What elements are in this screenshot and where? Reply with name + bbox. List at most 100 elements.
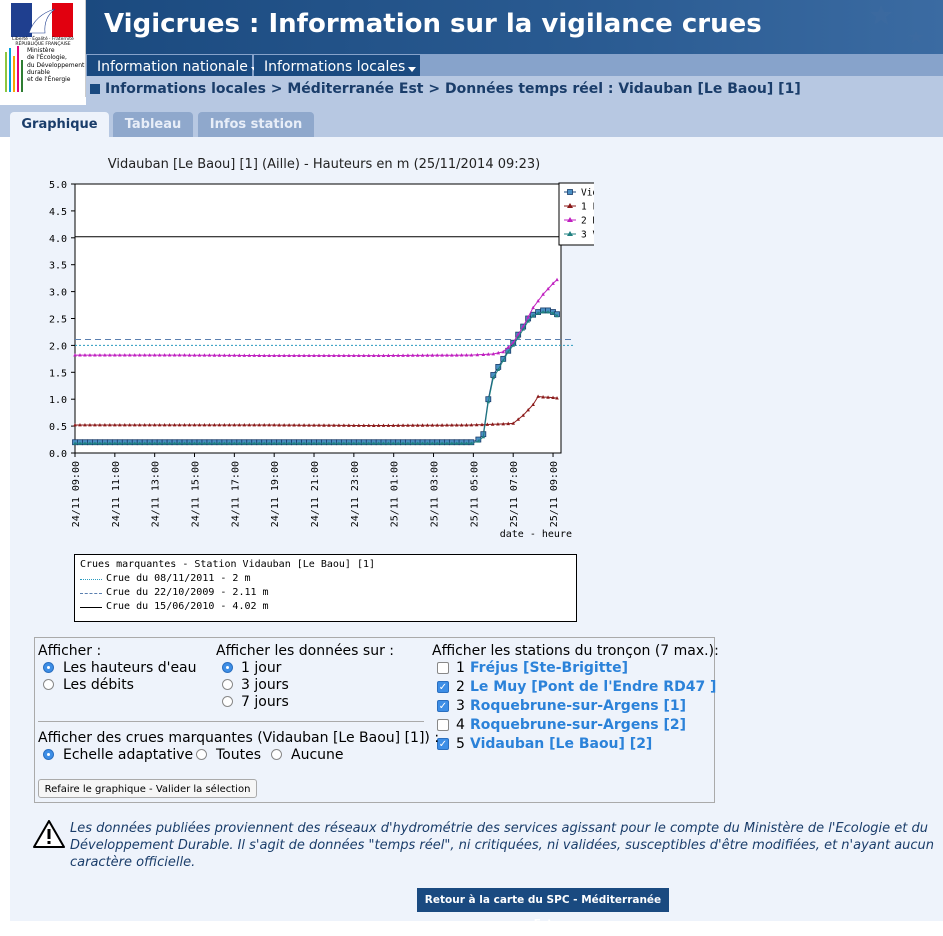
series-3-point	[406, 441, 410, 445]
series-1-point	[262, 423, 267, 427]
radio-7-jours[interactable]	[222, 696, 233, 707]
radio-toutes[interactable]	[196, 749, 207, 760]
x-tick-label: 25/11 07:00	[509, 461, 520, 527]
series-2-point	[212, 353, 217, 357]
series-3-point	[391, 441, 396, 445]
series-2-point	[381, 353, 386, 357]
series-3-point	[287, 441, 291, 445]
series-2-point	[157, 353, 162, 357]
series-2-point	[222, 353, 227, 357]
radio-echelle-label: Echelle adaptative	[63, 747, 194, 763]
duree-label: Afficher les données sur :	[216, 643, 395, 659]
series-2-point	[287, 353, 291, 358]
series-2-point	[282, 353, 286, 358]
station-3-link[interactable]: Roquebrune-sur-Argens [1]	[470, 698, 687, 714]
station-4-link[interactable]: Roquebrune-sur-Argens [2]	[470, 717, 687, 733]
series-3-point	[93, 441, 97, 445]
series-3-point	[327, 441, 331, 445]
series-2-point	[536, 299, 540, 303]
station-5-num: 5	[456, 736, 465, 752]
series-1-point	[307, 423, 311, 427]
refresh-graph-button[interactable]: Refaire le graphique - Valider la sélect…	[38, 779, 257, 798]
site-title: Vigicrues : Information sur la vigilance…	[104, 9, 762, 39]
series-1-point	[366, 423, 371, 427]
series-2-point	[430, 353, 435, 357]
plot-area	[74, 183, 562, 454]
warning-icon	[33, 820, 65, 848]
station-1-link[interactable]: Fréjus [Ste-Brigitte]	[470, 660, 628, 676]
series-3-point	[337, 441, 341, 445]
series-1-point	[202, 423, 207, 427]
tab-infos-station[interactable]: Infos station	[198, 112, 314, 137]
radio-aucune[interactable]	[271, 749, 282, 760]
series-2-point	[113, 353, 117, 357]
nav-information-nationale[interactable]: Information nationale	[87, 55, 259, 77]
radio-hauteurs[interactable]	[43, 662, 54, 673]
tab-tableau[interactable]: Tableau	[113, 112, 193, 137]
series-1-point	[474, 422, 479, 427]
radio-hauteurs-label: Les hauteurs d'eau	[63, 660, 197, 676]
series-3-point	[415, 441, 420, 445]
checkbox-station-3[interactable]: ✓	[437, 700, 449, 712]
series-1-point	[312, 423, 316, 427]
series-3-point	[292, 441, 296, 445]
series-1-point	[445, 423, 449, 427]
series-2-point	[292, 353, 296, 358]
breadcrumb: Informations locales > Méditerranée Est …	[105, 81, 801, 97]
series-3-point	[88, 441, 92, 445]
series-3-point	[217, 441, 222, 445]
series-2-point	[496, 350, 501, 355]
back-to-map-button[interactable]: Retour à la carte du SPC - Méditerranée …	[417, 888, 669, 930]
series-2-point	[386, 353, 391, 357]
y-tick-label: 1.0	[49, 395, 67, 406]
series-3-point	[401, 441, 405, 445]
series-2-point	[227, 353, 232, 357]
radio-debits[interactable]	[43, 679, 54, 690]
series-2-point	[420, 353, 425, 357]
series-1-point	[152, 423, 157, 427]
radio-3-jours[interactable]	[222, 679, 233, 690]
series-3-point	[247, 441, 252, 445]
series-3-point	[454, 441, 459, 445]
series-2-point	[277, 353, 281, 358]
series-2-point	[83, 353, 87, 357]
series-2-point	[202, 353, 207, 357]
ministry-logo[interactable]: Liberté · Égalité · Fraternité RÉPUBLIQU…	[0, 0, 86, 97]
series-2-point	[232, 353, 237, 357]
series-3-point	[177, 441, 182, 445]
tab-graphique[interactable]: Graphique	[10, 112, 109, 137]
series-1-point	[88, 423, 92, 427]
series-3-point	[541, 310, 545, 314]
checkbox-station-1[interactable]	[437, 662, 449, 674]
checkbox-station-5[interactable]: ✓	[437, 738, 449, 750]
nav-informations-locales[interactable]: Informations locales	[254, 55, 420, 77]
series-3-point	[103, 441, 107, 445]
series-2-point	[332, 353, 336, 358]
series-2-point	[272, 353, 276, 358]
series-1-point	[157, 423, 162, 427]
series-1-point	[317, 423, 321, 427]
station-5-link[interactable]: Vidauban [Le Baou] [2]	[470, 736, 653, 752]
series-1-point	[247, 423, 252, 427]
radio-debits-label: Les débits	[63, 677, 134, 693]
series-3-point	[435, 441, 440, 445]
station-2-link[interactable]: Le Muy [Pont de l'Endre RD47 ]	[470, 679, 717, 695]
series-2-point	[262, 353, 267, 357]
series-1-point	[93, 423, 97, 427]
radio-1-jour[interactable]	[222, 662, 233, 673]
nav-label: Informations locales	[264, 59, 406, 75]
ministry-line: du Développement	[27, 61, 85, 69]
ministry-line: de l'Écologie,	[27, 54, 67, 62]
checkbox-station-4[interactable]	[437, 719, 449, 731]
series-3-point	[167, 441, 172, 445]
radio-1-jour-label: 1 jour	[241, 660, 282, 676]
series-3-point	[486, 399, 491, 404]
x-tick-label: 24/11 09:00	[71, 461, 82, 527]
series-2-point	[187, 353, 192, 357]
series-1-point	[501, 421, 506, 426]
checkbox-station-2[interactable]: ✓	[437, 681, 449, 693]
series-2-point	[307, 353, 311, 358]
chart-legend	[558, 182, 594, 246]
series-2-point	[445, 353, 449, 357]
radio-echelle-adaptative[interactable]	[43, 749, 54, 760]
